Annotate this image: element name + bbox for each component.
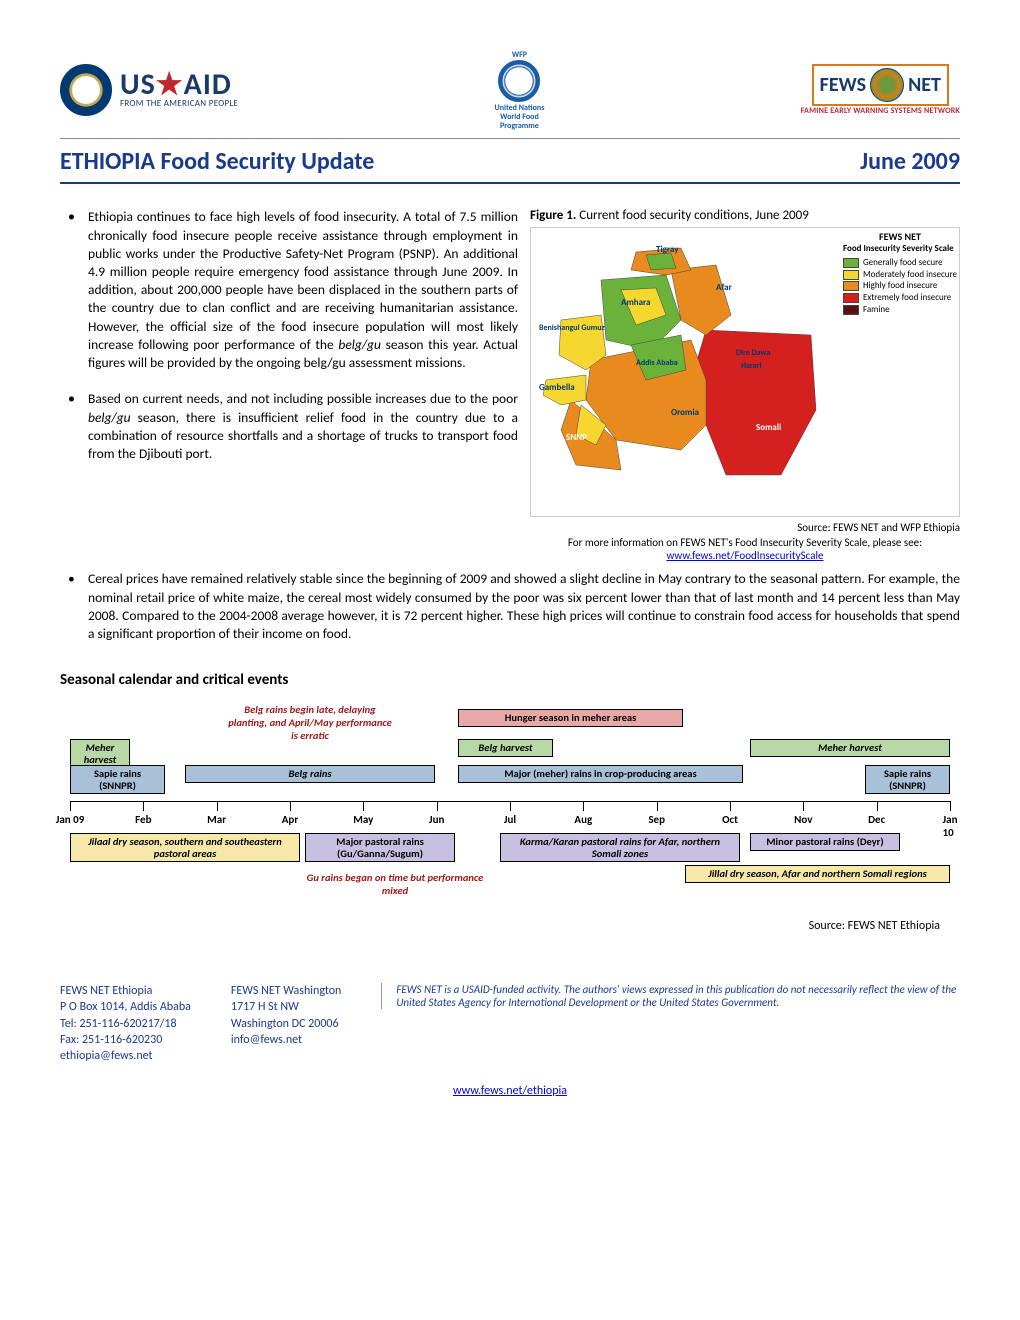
month-label: Jun bbox=[429, 813, 444, 826]
legend-item: Famine bbox=[843, 304, 957, 316]
cal-meher-harvest-r: Meher harvest bbox=[750, 739, 950, 757]
header-logos: US★AID FROM THE AMERICAN PEOPLE WFP Unit… bbox=[60, 50, 960, 139]
figure-column: Figure 1. Current food security conditio… bbox=[530, 208, 960, 562]
footer-url-link[interactable]: www.fews.net/ethiopia bbox=[453, 1084, 567, 1098]
footer-url: www.fews.net/ethiopia bbox=[60, 1084, 960, 1098]
svg-text:Benishangul Gumuz: Benishangul Gumuz bbox=[539, 323, 605, 333]
svg-text:Gambella: Gambella bbox=[539, 382, 575, 393]
map-box: FEWS NET Food Insecurity Severity Scale … bbox=[530, 227, 960, 517]
svg-text:Addis Ababa: Addis Ababa bbox=[636, 358, 678, 368]
title-bar: ETHIOPIA Food Security Update June 2009 bbox=[60, 147, 960, 184]
wfp-logo: WFP United Nations World Food Programme bbox=[494, 50, 544, 130]
legend-item: Extremely food insecure bbox=[843, 292, 957, 304]
bullet-2: Based on current needs, and not includin… bbox=[60, 390, 518, 463]
figure-source: Source: FEWS NET and WFP Ethiopia bbox=[530, 521, 960, 534]
month-label: Sep bbox=[648, 813, 665, 826]
fews-globe-icon bbox=[870, 68, 904, 102]
month-label: Mar bbox=[207, 813, 226, 826]
legend-item: Generally food secure bbox=[843, 257, 957, 269]
cal-belg-rains: Belg rains bbox=[185, 765, 435, 783]
footer-disclaimer: FEWS NET is a USAID-funded activity. The… bbox=[381, 983, 960, 1009]
fewsnet-logo: FEWS NET FAMINE EARLY WARNING SYSTEMS NE… bbox=[801, 64, 960, 116]
wfp-emblem-icon bbox=[498, 60, 540, 102]
bullet-1: Ethiopia continues to face high levels o… bbox=[60, 208, 518, 372]
svg-text:Dire Dawa: Dire Dawa bbox=[736, 348, 770, 358]
cal-meher-harvest-l: Meher harvest bbox=[70, 739, 130, 768]
legend-item: Moderately food insecure bbox=[843, 269, 957, 281]
month-label: Oct bbox=[722, 813, 738, 826]
usaid-wordmark: US★AID bbox=[120, 71, 238, 98]
cal-note-belg: Belg rains begin late, delaying planting… bbox=[225, 703, 395, 742]
cal-sapie-l: Sapie rains (SNNPR) bbox=[70, 765, 165, 794]
calendar-heading: Seasonal calendar and critical events bbox=[60, 671, 960, 689]
svg-text:Tigray: Tigray bbox=[656, 244, 679, 255]
ethiopia-map: Tigray Afar Amhara Benishangul Gumuz Add… bbox=[531, 240, 821, 490]
month-label: Jan 10 bbox=[943, 813, 958, 839]
scale-link[interactable]: www.fews.net/FoodInsecurityScale bbox=[667, 549, 824, 562]
cal-belg-harvest: Belg harvest bbox=[458, 739, 553, 757]
svg-text:Oromia: Oromia bbox=[671, 407, 699, 418]
main-content: Ethiopia continues to face high levels o… bbox=[60, 208, 960, 562]
map-legend: FEWS NET Food Insecurity Severity Scale … bbox=[843, 230, 957, 315]
usaid-tagline: FROM THE AMERICAN PEOPLE bbox=[120, 98, 238, 109]
cal-note-gu: Gu rains began on time but performance m… bbox=[305, 871, 485, 897]
cal-jillal-r: Jillal dry season, Afar and northern Som… bbox=[685, 865, 950, 883]
cal-hunger: Hunger season in meher areas bbox=[458, 709, 683, 727]
cal-gu: Major pastoral rains (Gu/Ganna/Sugum) bbox=[305, 833, 455, 862]
month-label: Nov bbox=[794, 813, 812, 826]
legend-item: Highly food insecure bbox=[843, 280, 957, 292]
bullet-column: Ethiopia continues to face high levels o… bbox=[60, 208, 518, 562]
usaid-seal-icon bbox=[60, 64, 112, 116]
footer: FEWS NET Ethiopia P O Box 1014, Addis Ab… bbox=[60, 983, 960, 1064]
svg-text:Somali: Somali bbox=[756, 422, 781, 433]
month-label: May bbox=[353, 813, 373, 826]
month-label: Aug bbox=[574, 813, 592, 826]
cal-jilaal-l: Jilaal dry season, southern and southeas… bbox=[70, 833, 300, 862]
calendar-source: Source: FEWS NET Ethiopia bbox=[60, 919, 940, 933]
month-label: Feb bbox=[135, 813, 151, 826]
month-label: Jul bbox=[504, 813, 516, 826]
svg-text:Amhara: Amhara bbox=[621, 297, 651, 308]
month-label: Jan 09 bbox=[56, 813, 85, 826]
bullet-3: Cereal prices have remained relatively s… bbox=[60, 570, 960, 643]
cal-deyr: Minor pastoral rains (Deyr) bbox=[750, 833, 900, 851]
usaid-logo: US★AID FROM THE AMERICAN PEOPLE bbox=[60, 64, 238, 116]
seasonal-calendar: Jan 09FebMarAprMayJunJulAugSepOctNovDecJ… bbox=[70, 703, 950, 913]
figure-caption: Figure 1. Current food security conditio… bbox=[530, 208, 960, 223]
svg-text:Harari: Harari bbox=[741, 361, 761, 371]
cal-sapie-r: Sapie rains (SNNPR) bbox=[865, 765, 950, 794]
doc-date: June 2009 bbox=[860, 147, 960, 176]
footer-ethiopia: FEWS NET Ethiopia P O Box 1014, Addis Ab… bbox=[60, 983, 191, 1064]
svg-text:SNNP: SNNP bbox=[566, 432, 587, 443]
figure-link-line: For more information on FEWS NET's Food … bbox=[530, 536, 960, 562]
full-width-bullets: Cereal prices have remained relatively s… bbox=[60, 570, 960, 643]
cal-major-rains: Major (meher) rains in crop-producing ar… bbox=[458, 765, 743, 783]
svg-text:Afar: Afar bbox=[716, 282, 733, 293]
month-label: Apr bbox=[282, 813, 298, 826]
cal-karma: Karma/Karan pastoral rains for Afar, nor… bbox=[500, 833, 740, 862]
month-label: Dec bbox=[868, 813, 885, 826]
footer-washington: FEWS NET Washington 1717 H St NW Washing… bbox=[231, 983, 341, 1048]
doc-title: ETHIOPIA Food Security Update bbox=[60, 147, 374, 176]
